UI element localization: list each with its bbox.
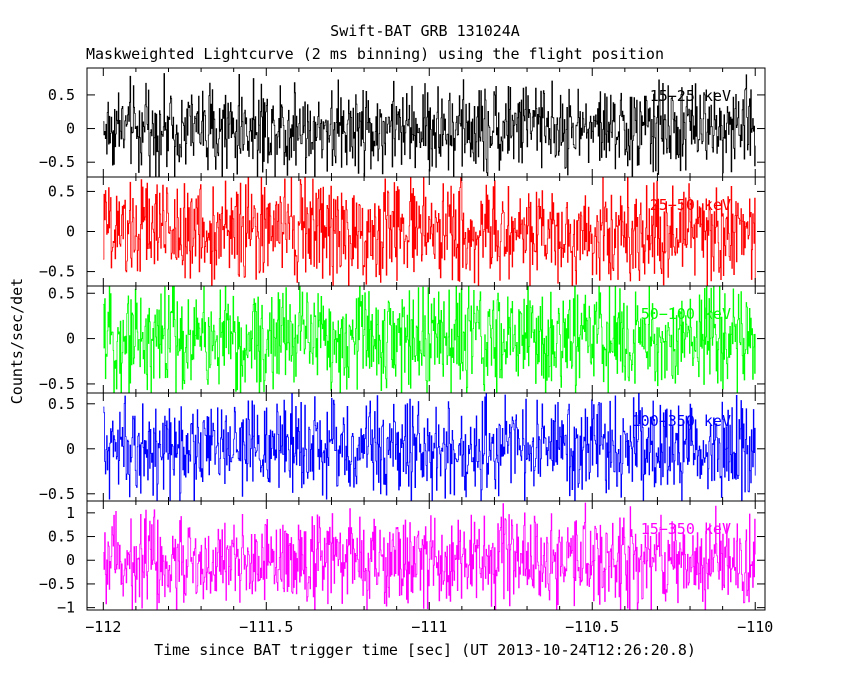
y-tick-label: −0.5 — [39, 375, 75, 393]
y-tick-label: 0.5 — [48, 86, 75, 104]
band-label: 15−350 keV — [641, 520, 731, 538]
y-tick-label: 0.5 — [48, 182, 75, 200]
y-tick-label: 0 — [66, 120, 75, 138]
band-label: 100−350 keV — [632, 412, 731, 430]
chart-subtitle: Maskweighted Lightcurve (2 ms binning) u… — [86, 45, 664, 63]
y-axis-label: Counts/sec/det — [8, 278, 26, 404]
y-tick-label: 1 — [66, 504, 75, 522]
x-axis: −112 −111.5 −111 −110.5 −110 — [85, 618, 773, 636]
y-tick-label: −0.5 — [39, 485, 75, 503]
band-label: 25−50 keV — [650, 196, 731, 214]
y-tick-label: −0.5 — [39, 153, 75, 171]
x-tick-label: −110.5 — [565, 618, 619, 636]
panel-4: 100−350 keV 0.5 0 −0.5 — [39, 392, 766, 503]
band-label: 15−25 keV — [650, 87, 731, 105]
y-tick-label: 0.5 — [48, 284, 75, 302]
series-trace-50-100-keV — [103, 285, 756, 394]
x-tick-label: −111.5 — [239, 618, 293, 636]
y-tick-label: −0.5 — [39, 575, 75, 593]
series-trace-100-350-keV — [103, 392, 756, 502]
panel-2: 25−50 keV 0.5 0 −0.5 — [39, 176, 766, 287]
x-tick-label: −111 — [411, 618, 447, 636]
y-tick-label: 0 — [66, 330, 75, 348]
y-tick-label: −0.5 — [39, 263, 75, 281]
y-tick-label: 0.5 — [48, 395, 75, 413]
y-tick-label: 0 — [66, 223, 75, 241]
panel-3: 50−100 keV 0.5 0 −0.5 — [39, 284, 766, 394]
y-tick-label: 0 — [66, 440, 75, 458]
panel-5: 15−350 keV 1 0.5 0 −0.5 −1 — [39, 500, 766, 617]
x-axis-label: Time since BAT trigger time [sec] (UT 20… — [154, 641, 696, 659]
panel-1: 15−25 keV 0.5 0 −0.5 — [39, 67, 766, 178]
y-tick-label: 0.5 — [48, 528, 75, 546]
band-label: 50−100 keV — [641, 305, 731, 323]
x-tick-label: −110 — [737, 618, 773, 636]
series-trace-15-350-keV — [103, 502, 756, 611]
y-tick-label: 0 — [66, 551, 75, 569]
y-tick-label: −1 — [57, 599, 75, 617]
panel-frame — [86, 500, 766, 611]
x-tick-label: −112 — [85, 618, 121, 636]
series-trace-25-50-keV — [103, 176, 756, 287]
chart-title: Swift-BAT GRB 131024A — [330, 22, 520, 40]
